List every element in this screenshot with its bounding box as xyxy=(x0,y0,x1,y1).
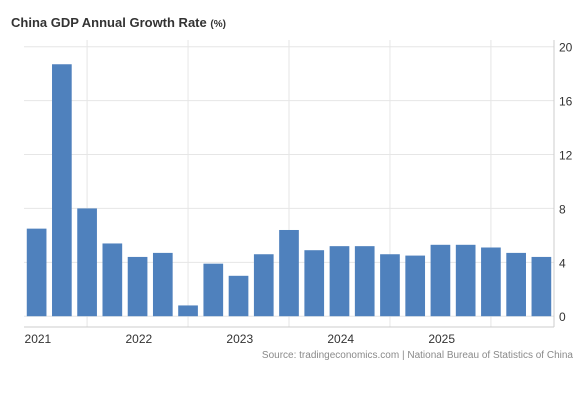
x-tick-label: 2021 xyxy=(25,332,52,346)
bar xyxy=(102,243,123,317)
y-tick-label: 12 xyxy=(559,149,573,163)
bar xyxy=(354,246,375,317)
y-tick-label: 8 xyxy=(559,202,566,216)
x-tick-label: 2024 xyxy=(327,332,354,346)
x-tick-label: 2023 xyxy=(226,332,253,346)
chart-title-text: China GDP Annual Growth Rate xyxy=(11,15,207,30)
bar xyxy=(152,252,173,317)
x-tick-label: 2025 xyxy=(428,332,455,346)
bar xyxy=(455,244,476,317)
y-tick-label: 4 xyxy=(559,256,566,270)
bar xyxy=(304,250,325,317)
bar xyxy=(430,244,451,317)
chart-title-unit: (%) xyxy=(210,19,226,30)
bar xyxy=(279,229,299,317)
bar xyxy=(77,208,97,317)
bar xyxy=(253,254,274,317)
bar xyxy=(178,305,198,317)
y-tick-label: 0 xyxy=(559,310,566,324)
bar xyxy=(26,228,47,317)
bar xyxy=(203,263,224,317)
y-tick-label: 20 xyxy=(559,41,573,55)
source-credit: Source: tradingeconomics.com | National … xyxy=(261,350,573,361)
bar xyxy=(405,255,426,317)
bar xyxy=(52,64,72,317)
x-tick-label: 2022 xyxy=(125,332,152,346)
bar xyxy=(127,256,148,317)
bar xyxy=(481,247,501,317)
bar xyxy=(380,254,400,317)
bar xyxy=(329,246,350,317)
bar xyxy=(531,256,552,317)
y-tick-label: 16 xyxy=(559,95,573,109)
bar xyxy=(228,275,249,317)
bar xyxy=(506,252,526,317)
chart-title: China GDP Annual Growth Rate (%) xyxy=(11,15,226,30)
